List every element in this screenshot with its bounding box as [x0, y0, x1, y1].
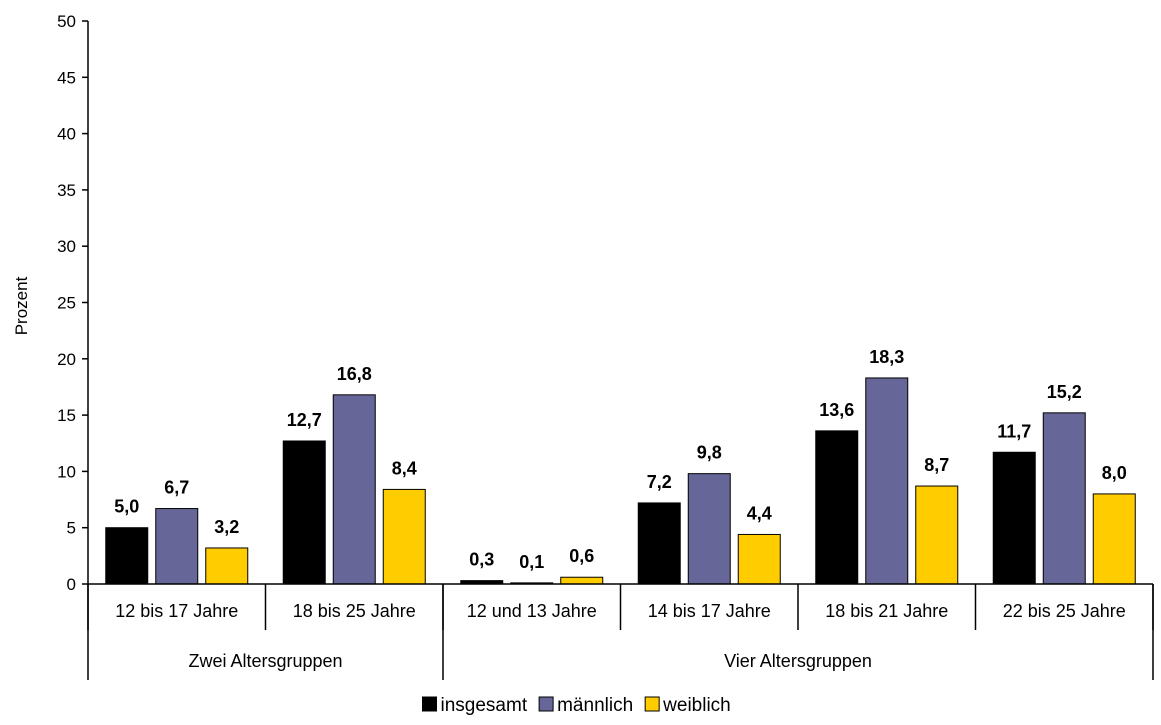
group-label: Vier Altersgruppen — [724, 651, 872, 671]
data-label: 0,6 — [569, 546, 594, 566]
y-tick-label: 35 — [57, 181, 76, 200]
bars: 5,0 6,7 3,2 12,7 16,8 8,4 0,3 0,1 0,6 7,2 9,8 4,4 13… — [105, 347, 1136, 585]
data-label: 8,0 — [1102, 463, 1127, 483]
bar — [737, 533, 781, 585]
category-label: 14 bis 17 Jahre — [648, 601, 771, 621]
data-label: 4,4 — [747, 503, 772, 523]
group-label: Zwei Altersgruppen — [188, 651, 342, 671]
y-tick-label: 20 — [57, 350, 76, 369]
y-tick-label: 5 — [67, 519, 76, 538]
bar — [560, 576, 604, 585]
y-tick-label: 10 — [57, 462, 76, 481]
data-label: 13,6 — [819, 400, 854, 420]
y-tick-label: 45 — [57, 68, 76, 87]
category-label: 22 bis 25 Jahre — [1003, 601, 1126, 621]
data-label: 16,8 — [337, 364, 372, 384]
legend-label: männlich — [557, 695, 633, 716]
data-label: 11,7 — [997, 421, 1031, 441]
y-tick-label: 25 — [57, 294, 76, 313]
bar — [992, 451, 1036, 585]
bar — [1092, 493, 1136, 585]
legend-swatch — [644, 696, 660, 712]
category-label: 12 bis 17 Jahre — [115, 601, 238, 621]
data-label: 15,2 — [1047, 382, 1082, 402]
y-tick-label: 40 — [57, 125, 76, 144]
legend-swatch — [422, 696, 437, 712]
data-label: 0,1 — [519, 552, 544, 572]
bar — [687, 473, 731, 585]
y-tick-label: 15 — [57, 406, 76, 425]
data-label: 0,3 — [469, 550, 494, 570]
data-label: 9,8 — [697, 443, 722, 463]
bar — [155, 508, 199, 585]
y-axis: 0 5 10 15 20 25 30 35 40 45 50 — [57, 12, 89, 594]
y-axis-label: Prozent — [12, 276, 31, 335]
data-label: 3,2 — [214, 517, 239, 537]
data-label: 12,7 — [287, 410, 322, 430]
category-label: 18 bis 21 Jahre — [825, 601, 948, 621]
bar — [815, 430, 859, 585]
legend-label: weiblich — [662, 695, 731, 716]
bar — [1042, 412, 1086, 585]
data-label: 7,2 — [647, 472, 672, 492]
category-label: 18 bis 25 Jahre — [293, 601, 416, 621]
legend-label: insgesamt — [441, 695, 528, 716]
y-tick-label: 30 — [57, 237, 76, 256]
bar — [382, 488, 426, 585]
category-label: 12 und 13 Jahre — [467, 601, 597, 621]
bar — [205, 547, 249, 585]
y-tick-label: 0 — [67, 575, 76, 594]
bar — [865, 377, 909, 585]
legend: insgesamt männlich weiblich — [422, 695, 731, 716]
data-label: 18,3 — [869, 347, 904, 367]
bar — [332, 394, 376, 585]
bar — [637, 502, 681, 585]
legend-swatch — [538, 696, 554, 712]
data-label: 6,7 — [164, 478, 189, 498]
bar — [915, 485, 959, 585]
data-label: 8,7 — [924, 455, 949, 475]
data-label: 5,0 — [114, 497, 139, 517]
x-axis: 12 bis 17 Jahre 18 bis 25 Jahre 12 und 13 … — [87, 583, 1154, 680]
bar — [105, 527, 149, 585]
y-tick-label: 50 — [57, 12, 76, 31]
data-label: 8,4 — [392, 458, 417, 478]
bar — [282, 440, 326, 585]
